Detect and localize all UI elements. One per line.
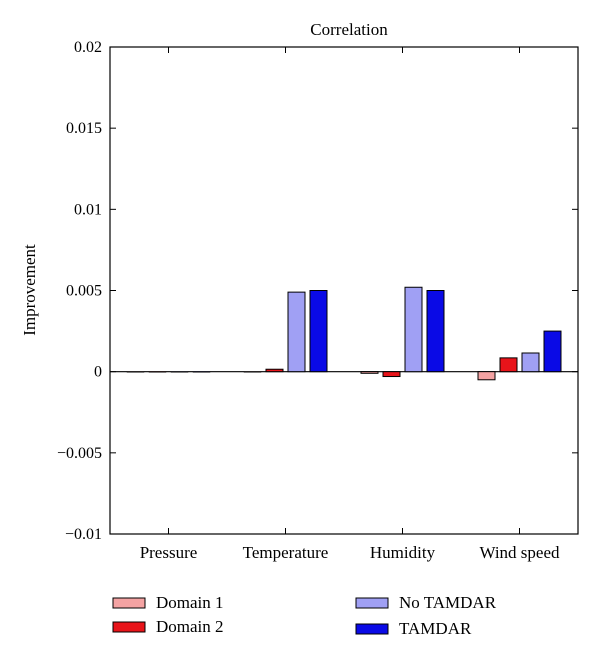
legend-item: No TAMDAR xyxy=(355,593,497,612)
bar-domain-2 xyxy=(148,371,167,373)
bar-tamdar xyxy=(309,290,328,373)
bar-domain-1 xyxy=(126,371,145,373)
y-tick-label: −0.005 xyxy=(57,445,102,462)
legend-item: TAMDAR xyxy=(355,619,472,638)
bar-tamdar xyxy=(543,330,562,373)
legend-item: Domain 2 xyxy=(112,617,224,636)
bar-domain-1 xyxy=(243,371,262,373)
x-category-label: Temperature xyxy=(243,543,329,562)
y-axis-label: Improvement xyxy=(20,244,39,336)
bar-domain-2 xyxy=(265,368,284,373)
legend-swatch xyxy=(112,621,146,633)
bar-domain-2 xyxy=(499,357,518,373)
y-tick-label: 0.02 xyxy=(74,39,102,56)
bar-domain-2 xyxy=(382,371,401,378)
bar-no-tamdar xyxy=(521,352,540,373)
legend-label: Domain 2 xyxy=(156,617,224,636)
legend-label: Domain 1 xyxy=(156,593,224,612)
bar-tamdar xyxy=(426,290,445,373)
legend-label: TAMDAR xyxy=(399,619,472,638)
y-tick-label: 0.015 xyxy=(66,120,102,137)
legend-label: No TAMDAR xyxy=(399,593,497,612)
y-tick-label: 0 xyxy=(94,364,102,381)
bar-domain-1 xyxy=(360,371,379,374)
bar-no-tamdar xyxy=(404,286,423,373)
y-tick-label: 0.01 xyxy=(74,201,102,218)
legend: Domain 1 Domain 2 No TAMDAR TAMDAR xyxy=(112,593,497,638)
x-category-label: Pressure xyxy=(140,543,198,562)
legend-item: Domain 1 xyxy=(112,593,224,612)
legend-swatch xyxy=(355,597,389,609)
legend-swatch xyxy=(355,623,389,635)
bar-no-tamdar xyxy=(287,291,306,373)
x-category-label: Humidity xyxy=(370,543,436,562)
chart-title: Correlation xyxy=(310,20,388,39)
bar-tamdar xyxy=(192,371,211,373)
plot-area: 0.02 0.015 0.01 0.005 0 −0.005 −0.01 Pressure Te… xyxy=(57,39,579,562)
y-tick-label: 0.005 xyxy=(66,283,102,300)
y-tick-label: −0.01 xyxy=(65,526,102,543)
bar-no-tamdar xyxy=(170,371,189,373)
legend-swatch xyxy=(112,597,146,609)
bar-domain-1 xyxy=(477,371,496,381)
x-category-label: Wind speed xyxy=(479,543,560,562)
plot-frame xyxy=(109,46,579,535)
